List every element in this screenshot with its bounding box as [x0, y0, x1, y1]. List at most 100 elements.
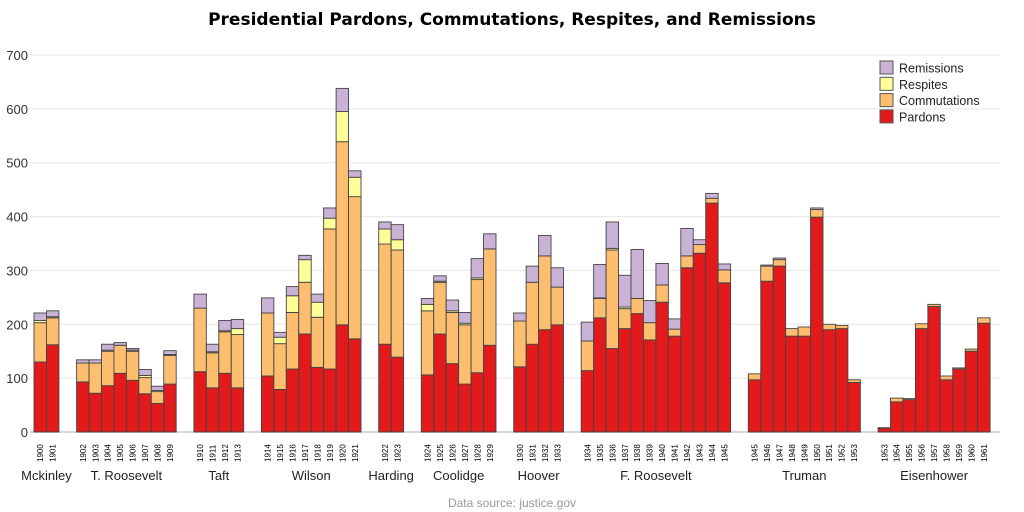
bar-commutations-1942 [680, 255, 694, 269]
x-tick-label-year: 1920 [338, 444, 347, 462]
x-tick-label-year: 1929 [486, 444, 495, 462]
x-tick-label-year: 1932 [541, 444, 550, 462]
x-tick-label-year: 1923 [393, 444, 402, 462]
bar-commutations-1953 [877, 427, 891, 429]
bar-remissions-1926 [445, 299, 460, 312]
x-tick-label-year: 1951 [825, 444, 834, 462]
bar-remissions-1920 [335, 87, 350, 112]
y-tick-label: 0 [21, 425, 28, 440]
bar-pardons-1960 [964, 350, 979, 433]
bar-commutations-1944 [705, 197, 719, 204]
bar-commutations-1957 [927, 303, 941, 307]
x-tick-label-year: 1908 [154, 444, 163, 462]
bar-remissions-1938 [630, 248, 644, 299]
bar-commutations-1930 [513, 320, 527, 368]
bar-commutations-1910 [193, 307, 207, 373]
bar-pardons-1903 [88, 392, 102, 433]
bar-commutations-1958 [939, 375, 954, 381]
bar-remissions-1903 [88, 359, 102, 364]
bar-commutations-1922 [378, 243, 392, 345]
bar-respites-1922 [378, 228, 392, 245]
bar-commutations-1916 [285, 311, 300, 370]
x-tick-label-year: 1904 [104, 444, 113, 462]
bar-commutations-1918 [310, 316, 325, 368]
bar-pardons-1958 [939, 379, 954, 433]
bar-commutations-1950 [810, 209, 824, 218]
x-tick-label-year: 1911 [209, 444, 218, 462]
bar-remissions-1947 [772, 257, 787, 261]
bar-commutations-1928 [470, 279, 485, 374]
bar-commutations-1914 [260, 312, 275, 377]
bar-commutations-1945 [747, 373, 762, 381]
x-tick-label-year: 1947 [775, 444, 784, 462]
bar-pardons-1908 [150, 403, 165, 433]
president-group-label: Hoover [518, 468, 561, 483]
x-tick-label-year: 1941 [671, 444, 680, 462]
bar-commutations-1926 [445, 311, 460, 365]
bar-remissions-1909 [163, 350, 177, 355]
y-tick-label: 700 [6, 48, 28, 63]
bar-commutations-1912 [218, 331, 232, 374]
x-tick-label-year: 1956 [918, 444, 927, 462]
bar-commutations-1943 [692, 244, 707, 254]
bar-pardons-1907 [138, 393, 152, 433]
x-tick-label-year: 1925 [436, 444, 445, 462]
legend-label: Remissions [899, 62, 964, 76]
bar-commutations-1951 [822, 323, 836, 331]
bar-commutations-1900 [33, 322, 47, 363]
bar-remissions-1905 [113, 342, 127, 346]
bar-commutations-1929 [483, 248, 497, 346]
bar-remissions-1940 [655, 262, 669, 286]
x-tick-label-year: 1945 [720, 444, 729, 462]
bar-pardons-1929 [483, 344, 497, 433]
bar-commutations-1947 [772, 259, 787, 267]
bar-pardons-1912 [218, 372, 232, 433]
bar-pardons-1932 [538, 329, 552, 433]
bar-remissions-1910 [193, 293, 207, 309]
bar-remissions-1904 [101, 343, 115, 351]
x-tick-label-year: 1950 [813, 444, 822, 462]
president-group-label: Wilson [292, 468, 331, 483]
bar-remissions-1931 [525, 265, 540, 283]
bar-remissions-1944 [705, 192, 719, 199]
president-group-label: T. Roosevelt [91, 468, 163, 483]
bar-commutations-1946 [760, 265, 774, 282]
x-tick-label-year: 1946 [763, 444, 772, 462]
bar-pardons-1952 [835, 328, 849, 433]
bar-commutations-1906 [125, 350, 140, 381]
bar-respites-1923 [390, 239, 405, 251]
bar-remissions-1901 [46, 310, 60, 318]
bar-remissions-1943 [692, 239, 707, 246]
chart-title: Presidential Pardons, Commutations, Resp… [208, 10, 816, 30]
x-tick-label-year: 1954 [893, 444, 902, 462]
bar-commutations-1913 [230, 334, 245, 389]
bar-remissions-1930 [513, 312, 527, 322]
x-tick-label-year: 1917 [301, 444, 310, 462]
bar-commutations-1907 [138, 377, 152, 395]
x-tick-label-year: 1909 [166, 444, 175, 462]
bar-commutations-1956 [914, 323, 929, 330]
x-tick-label-year: 1959 [955, 444, 964, 462]
x-tick-label-year: 1942 [683, 444, 692, 462]
legend-label: Pardons [899, 110, 946, 124]
x-tick-label-year: 1910 [196, 444, 205, 462]
x-tick-label-year: 1934 [583, 444, 592, 462]
bar-pardons-1935 [593, 317, 607, 433]
bar-remissions-1936 [605, 221, 619, 249]
bar-pardons-1901 [46, 344, 60, 433]
bar-commutations-1939 [643, 322, 657, 341]
bar-commutations-1937 [618, 308, 632, 330]
bar-commutations-1932 [538, 255, 552, 331]
bars [33, 87, 991, 433]
bar-commutations-1909 [163, 355, 177, 385]
bar-remissions-1928 [470, 258, 485, 279]
bar-remissions-1933 [550, 267, 564, 288]
bar-commutations-1941 [667, 328, 682, 337]
bar-pardons-1915 [273, 389, 287, 433]
president-group-label: Eisenhower [900, 468, 969, 483]
bar-pardons-1956 [914, 328, 929, 433]
x-tick-label-year: 1943 [695, 444, 704, 462]
x-tick-label-year: 1944 [708, 444, 717, 462]
bar-pardons-1918 [310, 366, 325, 433]
x-tick-label-year: 1900 [36, 444, 45, 462]
